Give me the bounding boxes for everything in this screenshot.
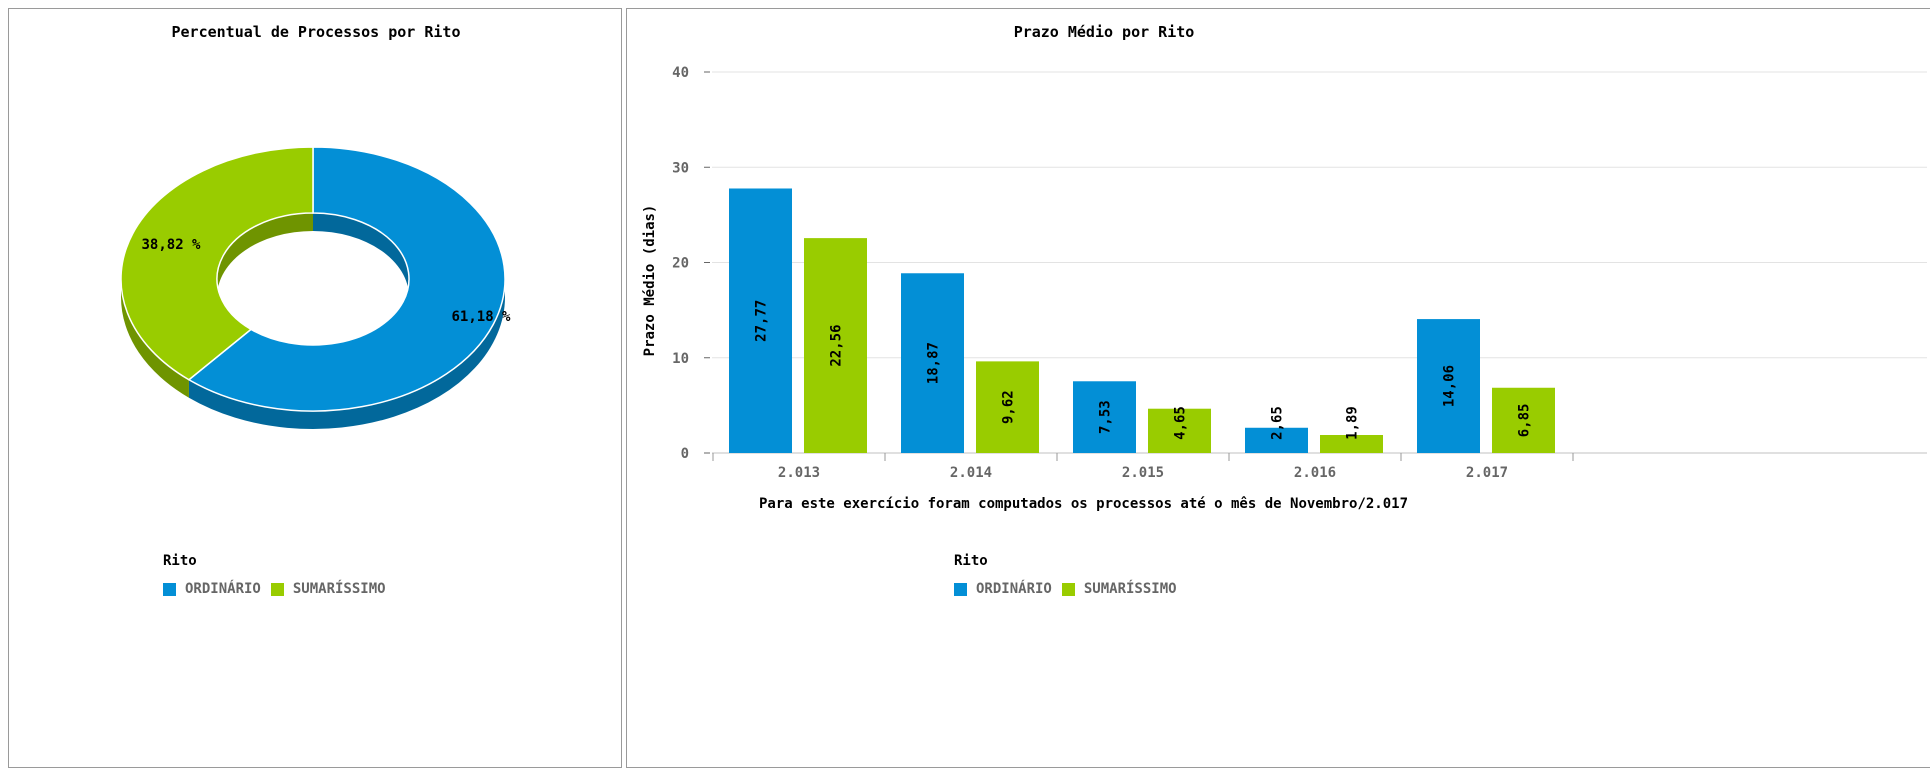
bar-sumarissimo	[976, 361, 1039, 453]
legend-item-ordinario[interactable]: ORDINÁRIO	[163, 581, 261, 597]
legend-swatch-sumarissimo	[1061, 582, 1075, 596]
y-tick-label: 40	[672, 65, 689, 81]
pie-legend: Rito ORDINÁRIO SUMARÍSSIMO	[163, 553, 396, 597]
y-tick-label: 10	[672, 351, 689, 367]
bar-sumarissimo	[804, 238, 867, 453]
legend-label-sumarissimo: SUMARÍSSIMO	[1083, 581, 1177, 597]
donut-inner-wall-1-0	[217, 213, 313, 297]
x-tick-label: 2.015	[1122, 465, 1164, 481]
bar-chart: 0 10 20 30 40 Prazo Médio (dias) 2.013 27,77 22,…	[642, 65, 1927, 481]
bar-ordinario	[901, 273, 964, 453]
legend-swatch-sumarissimo	[270, 582, 284, 596]
bar-value-label: 14,06	[1442, 365, 1458, 407]
bar-legend: Rito ORDINÁRIO SUMARÍSSIMO	[954, 553, 1187, 597]
y-axis-label: Prazo Médio (dias)	[642, 205, 658, 357]
y-tick-label: 30	[672, 160, 689, 176]
bar-ordinario	[1417, 319, 1480, 453]
y-tick-label: 0	[681, 446, 689, 462]
donut-inner-wall-0-0	[313, 213, 409, 297]
legend-item-sumarissimo[interactable]: SUMARÍSSIMO	[1061, 581, 1177, 597]
bar-sumarissimo	[1320, 434, 1383, 453]
pie-chart-title: Percentual de Processos por Rito	[171, 23, 461, 41]
donut-label-ordinario: 61,18 %	[451, 309, 511, 325]
bar-ordinario	[729, 188, 792, 453]
bar-value-label: 6,85	[1517, 404, 1533, 438]
x-axis-label: Para este exercício foram computados os …	[759, 496, 1409, 512]
legend-item-sumarissimo[interactable]: SUMARÍSSIMO	[270, 581, 386, 597]
bar-sumarissimo	[1492, 387, 1555, 453]
bar-ordinario	[1245, 427, 1308, 453]
bar-chart-panel: Prazo Médio por Rito 0 10 20 30 40 Prazo Médi…	[626, 8, 1930, 768]
donut-label-sumarissimo: 38,82 %	[141, 237, 201, 253]
pie-chart-panel: Percentual de Processos por Rito 61,18 %…	[8, 8, 622, 768]
bar-value-label: 1,89	[1345, 406, 1361, 440]
bar-value-label: 4,65	[1173, 406, 1189, 440]
bar-value-label: 18,87	[926, 342, 942, 384]
bar-chart-title: Prazo Médio por Rito	[1013, 23, 1195, 41]
legend-swatch-ordinario	[163, 582, 176, 596]
x-tick-label: 2.013	[778, 465, 820, 481]
legend-swatch-ordinario	[954, 582, 967, 596]
bar-value-label: 9,62	[1001, 390, 1017, 424]
y-tick-label: 20	[672, 256, 689, 272]
bar-ordinario	[1073, 381, 1136, 453]
legend-item-ordinario[interactable]: ORDINÁRIO	[954, 581, 1052, 597]
x-tick-label: 2.016	[1294, 465, 1336, 481]
x-tick-label: 2.014	[950, 465, 992, 481]
donut-side-0	[188, 279, 505, 430]
legend-title: Rito	[954, 553, 988, 569]
legend-label-ordinario: ORDINÁRIO	[185, 581, 261, 597]
bar-value-label: 7,53	[1098, 400, 1114, 434]
x-tick-label: 2.017	[1466, 465, 1508, 481]
bar-value-label: 27,77	[754, 300, 770, 342]
legend-title: Rito	[163, 553, 197, 569]
donut-slice-ordinario	[187, 146, 506, 412]
pie-chart: 61,18 % 38,82 %	[120, 146, 511, 430]
legend-label-ordinario: ORDINÁRIO	[976, 581, 1052, 597]
bar-value-label: 2,65	[1270, 406, 1286, 440]
legend-label-sumarissimo: SUMARÍSSIMO	[292, 581, 386, 597]
donut-side-1	[121, 279, 189, 398]
bar-sumarissimo	[1148, 408, 1211, 453]
donut-slice-sumarissimo	[120, 146, 314, 381]
bar-value-label: 22,56	[829, 324, 845, 366]
